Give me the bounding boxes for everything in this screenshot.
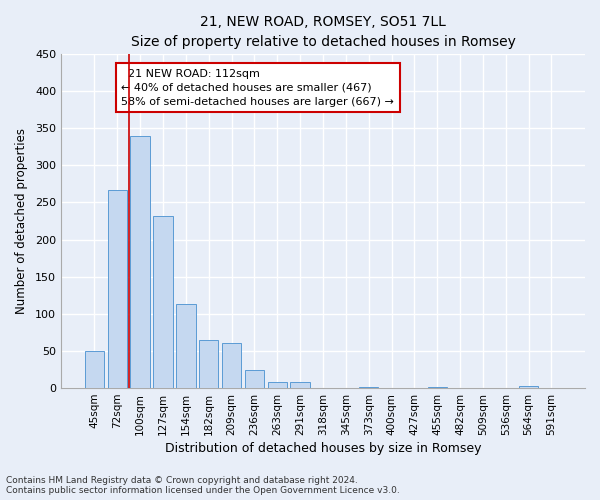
Bar <box>176 304 196 388</box>
X-axis label: Distribution of detached houses by size in Romsey: Distribution of detached houses by size … <box>165 442 481 455</box>
Bar <box>222 343 241 388</box>
Bar <box>199 340 218 388</box>
Text: 21 NEW ROAD: 112sqm  
← 40% of detached houses are smaller (467)
58% of semi-det: 21 NEW ROAD: 112sqm ← 40% of detached ho… <box>121 69 394 107</box>
Bar <box>359 386 379 388</box>
Title: 21, NEW ROAD, ROMSEY, SO51 7LL
Size of property relative to detached houses in R: 21, NEW ROAD, ROMSEY, SO51 7LL Size of p… <box>131 15 515 48</box>
Bar <box>290 382 310 388</box>
Y-axis label: Number of detached properties: Number of detached properties <box>15 128 28 314</box>
Bar <box>107 190 127 388</box>
Bar <box>519 386 538 388</box>
Bar <box>154 216 173 388</box>
Bar <box>85 351 104 388</box>
Text: Contains HM Land Registry data © Crown copyright and database right 2024.
Contai: Contains HM Land Registry data © Crown c… <box>6 476 400 495</box>
Bar <box>428 386 447 388</box>
Bar <box>245 370 264 388</box>
Bar <box>130 136 150 388</box>
Bar <box>268 382 287 388</box>
